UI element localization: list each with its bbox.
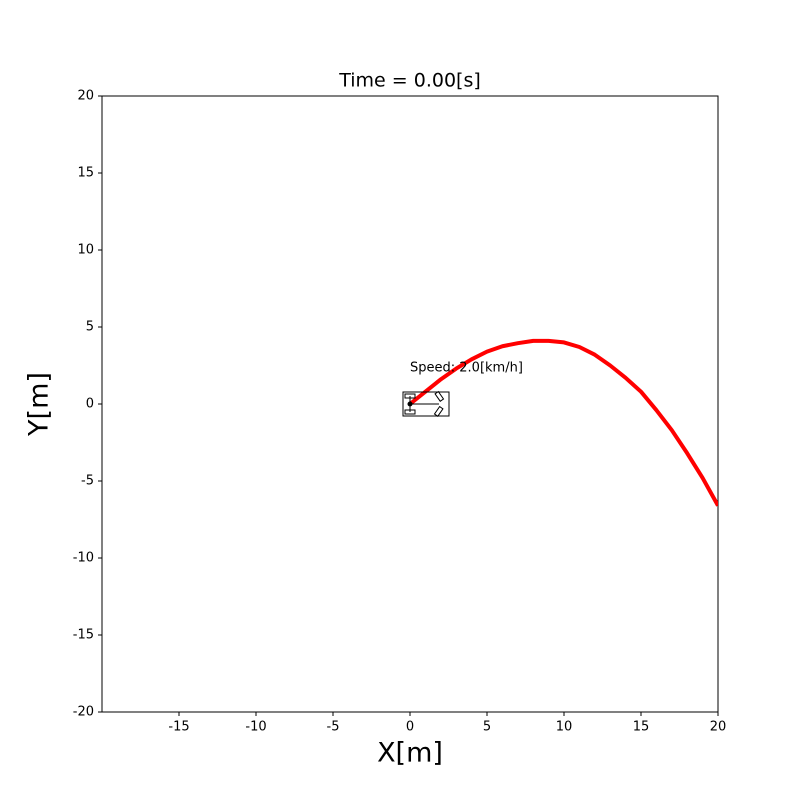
- trajectory: [408, 338, 718, 507]
- x-tick-label: -10: [245, 720, 266, 735]
- y-tick-label: 20: [77, 89, 94, 104]
- y-tick-label: 10: [77, 243, 94, 258]
- y-axis-label: Y[m]: [24, 372, 55, 437]
- x-tick-label: 10: [556, 720, 573, 735]
- annotation: Speed: 2.0[km/h]: [410, 361, 523, 376]
- x-tick-label: 0: [406, 720, 414, 735]
- y-tick-label: -15: [73, 628, 94, 643]
- x-tick-label: -15: [168, 720, 189, 735]
- y-tick-label: 0: [86, 397, 94, 412]
- y-tick-label: -10: [73, 551, 94, 566]
- x-tick-label: -5: [327, 720, 340, 735]
- y-tick-label: 15: [77, 166, 94, 181]
- x-tick-label: 5: [483, 720, 491, 735]
- y-tick-label: 5: [86, 320, 94, 335]
- x-tick-label: 20: [710, 720, 727, 735]
- y-tick-label: -5: [81, 474, 94, 489]
- vehicle: [402, 390, 450, 417]
- x-tick-label: 15: [633, 720, 650, 735]
- x-axis-label: X[m]: [377, 738, 443, 769]
- chart-title: Time = 0.00[s]: [338, 70, 481, 92]
- y-tick-label: -20: [73, 705, 94, 720]
